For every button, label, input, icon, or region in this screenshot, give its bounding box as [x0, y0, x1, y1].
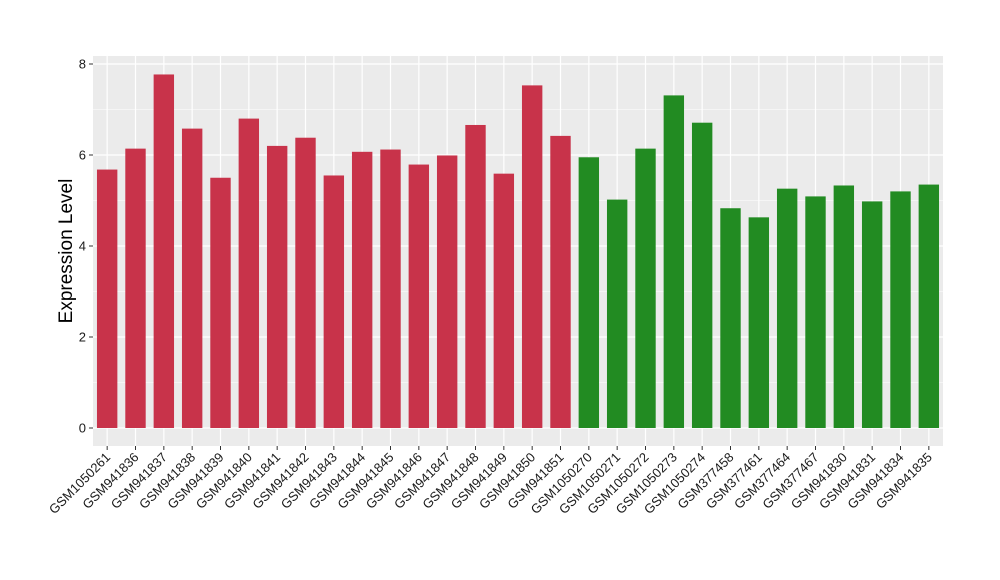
bar-GSM941838: [181, 128, 203, 429]
y-tick-label: 0: [79, 421, 86, 436]
y-axis-title: Expression Level: [56, 179, 77, 324]
bar-GSM377461: [748, 217, 770, 428]
bar-GSM941831: [861, 201, 883, 428]
bar-GSM1050274: [691, 122, 713, 428]
bar-GSM941843: [323, 175, 345, 428]
y-axis: 0 2 4 6 8: [79, 57, 93, 436]
bar-GSM941840: [238, 118, 260, 428]
x-axis: GSM1050261GSM941836GSM941837GSM941838GSM…: [46, 446, 935, 517]
y-tick-label: 6: [79, 148, 86, 163]
y-tick-label: 4: [79, 239, 86, 254]
bar-GSM941830: [833, 185, 855, 428]
y-tick-label: 8: [79, 57, 86, 72]
bar-GSM941839: [210, 177, 231, 428]
bar-GSM1050271: [606, 199, 628, 428]
bar-GSM1050270: [578, 157, 600, 428]
bar-GSM941851: [550, 135, 571, 428]
bar-GSM941841: [266, 145, 288, 428]
bar-GSM941842: [295, 137, 316, 428]
bar-GSM1050273: [663, 95, 685, 429]
bar-GSM941849: [493, 173, 515, 428]
bar-GSM941844: [351, 151, 373, 428]
bar-GSM1050261: [96, 169, 118, 428]
bar-GSM377464: [776, 188, 798, 428]
bar-GSM941837: [153, 74, 175, 428]
bars: [96, 74, 940, 429]
bar-GSM941836: [125, 148, 146, 428]
bar-GSM377467: [805, 196, 826, 428]
bar-GSM941850: [521, 85, 543, 428]
bar-GSM1050272: [635, 148, 656, 428]
bar-GSM941846: [408, 164, 430, 428]
plot-panel: [93, 56, 943, 446]
bar-GSM941834: [890, 191, 911, 428]
bar-GSM941835: [918, 184, 940, 428]
bar-GSM941848: [465, 124, 486, 428]
bar-GSM377458: [720, 208, 741, 428]
bar-GSM941847: [436, 155, 458, 428]
bar-GSM941845: [380, 149, 401, 429]
y-tick-label: 2: [79, 330, 86, 345]
